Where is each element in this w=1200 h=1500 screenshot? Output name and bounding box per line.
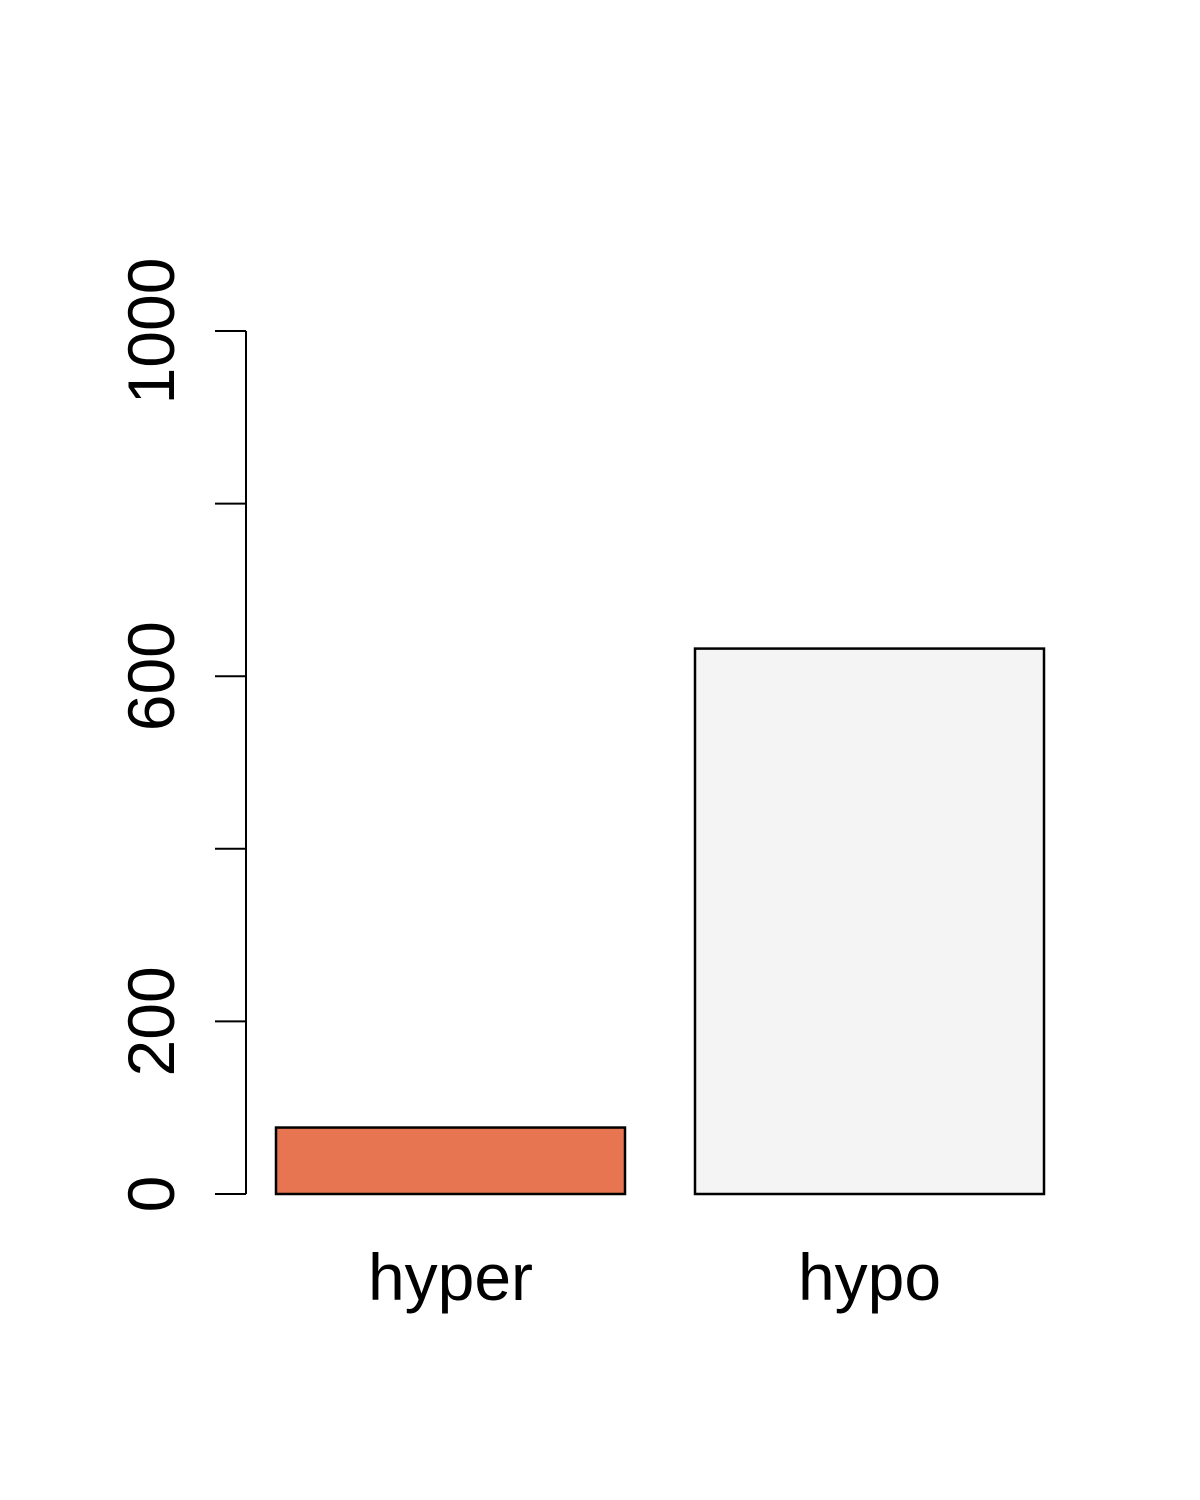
y-tick-label: 0 <box>114 1176 188 1213</box>
bars <box>274 647 1046 1196</box>
y-tick-label: 200 <box>114 966 188 1076</box>
y-tick-label: 1000 <box>114 258 188 405</box>
bar-hyper <box>274 1126 627 1196</box>
y-axis: 0 200 600 1000 <box>114 258 247 1213</box>
bar-hypo <box>693 647 1046 1196</box>
x-category-label: hypo <box>798 1240 941 1314</box>
y-tick-label: 600 <box>114 621 188 731</box>
x-category-label: hyper <box>368 1240 533 1314</box>
x-axis-labels: hyper hypo <box>368 1240 941 1314</box>
